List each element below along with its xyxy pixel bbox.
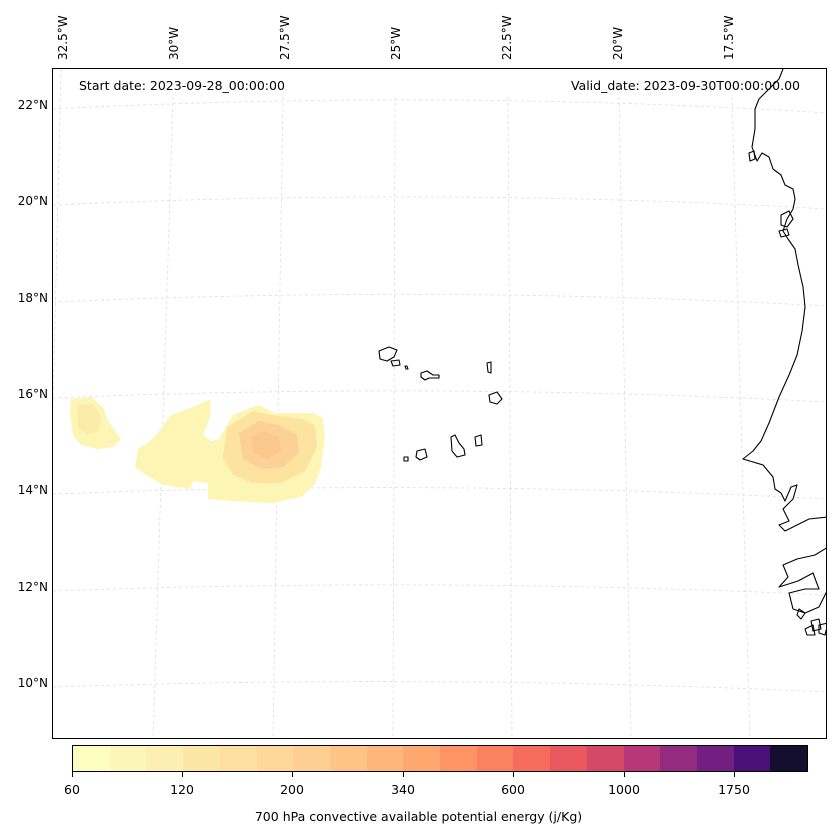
meridian-25w — [392, 96, 396, 738]
start-date-label: Start date: 2023-09-28_00:00:00 — [79, 78, 285, 93]
colorbar-segment-5 — [256, 746, 294, 771]
colorbar-tick-60 — [72, 772, 73, 777]
parallel-22n — [53, 99, 826, 114]
lon-label-22-5w: 22.5°W — [500, 15, 514, 60]
colorbar-label-600: 600 — [501, 782, 525, 797]
parallel-16n — [53, 390, 826, 403]
colorbar-segment-15 — [623, 746, 661, 771]
map-canvas — [53, 69, 826, 738]
colorbar-label-1000: 1000 — [608, 782, 640, 797]
parallel-12n — [53, 584, 826, 596]
colorbar-title: 700 hPa convective available potential e… — [254, 809, 583, 824]
meridian-27-5w — [272, 96, 284, 738]
colorbar-segment-2 — [146, 746, 184, 771]
lat-label-10n: 10°N — [17, 676, 48, 690]
bissagos-1 — [796, 608, 806, 620]
lat-label-20n: 20°N — [17, 194, 48, 208]
colorbar-segment-11 — [476, 746, 514, 771]
cape-verde-maio — [474, 434, 483, 447]
meridian-32-5w — [53, 69, 62, 422]
meridian-20w — [618, 96, 632, 738]
colorbar-label-60: 60 — [64, 782, 80, 797]
cape-blob-west-inner — [77, 404, 101, 435]
cape-blob-peak — [251, 431, 281, 459]
colorbar-segment-9 — [403, 746, 441, 771]
lon-label-30w: 30°W — [167, 26, 181, 60]
lon-label-20w: 20°W — [611, 26, 625, 60]
lon-label-32-5w: 32.5°W — [56, 15, 70, 60]
africa-coast-north — [742, 69, 826, 532]
cape-verde-sao-vicente — [390, 359, 401, 367]
colorbar-label-340: 340 — [391, 782, 415, 797]
cape-verde-santo-antao — [378, 346, 398, 362]
colorbar-segment-18 — [733, 746, 771, 771]
parallel-14n — [53, 487, 826, 500]
lat-label-12n: 12°N — [17, 580, 48, 594]
cape-verde-santiago — [450, 434, 466, 458]
graticule — [53, 69, 826, 738]
lat-label-18n: 18°N — [17, 291, 48, 305]
lon-label-27-5w: 27.5°W — [278, 15, 292, 60]
colorbar-segment-19 — [770, 746, 808, 771]
meridian-17-5w — [731, 96, 751, 738]
colorbar-segment-3 — [183, 746, 220, 771]
cape-verde-sal — [486, 361, 492, 374]
lat-label-16n: 16°N — [17, 387, 48, 401]
coastlines — [378, 69, 826, 636]
colorbar-segment-6 — [293, 746, 330, 771]
colorbar-segment-4 — [219, 746, 257, 771]
lat-label-14n: 14°N — [17, 483, 48, 497]
colorbar-segment-1 — [109, 746, 147, 771]
colorbar-segment-7 — [329, 746, 367, 771]
map-panel[interactable] — [52, 68, 827, 739]
colorbar-segment-14 — [586, 746, 624, 771]
colorbar-tick-600 — [513, 772, 514, 777]
meridian-30w — [152, 96, 174, 738]
lon-label-17-5w: 17.5°W — [722, 15, 736, 60]
colorbar-segment-17 — [696, 746, 734, 771]
canary-island-2 — [780, 210, 794, 228]
bissagos-4 — [818, 622, 826, 636]
bissagos-2 — [810, 618, 822, 632]
cape-verde-sao-nicolau — [420, 370, 440, 381]
canary-island-3 — [778, 228, 790, 238]
colorbar-segment-12 — [513, 746, 551, 771]
colorbar-tick-340 — [403, 772, 404, 777]
valid-date-label: Valid_date: 2023-09-30T00:00:00.00 — [570, 78, 800, 93]
colorbar-tick-200 — [292, 772, 293, 777]
parallel-18n — [53, 294, 826, 307]
colorbar-tick-120 — [182, 772, 183, 777]
parallel-20n — [53, 196, 826, 210]
canary-island-1 — [748, 150, 756, 162]
colorbar-segment-0 — [73, 746, 110, 771]
colorbar-tick-1750 — [734, 772, 735, 777]
cape-verde-boa-vista — [488, 391, 503, 405]
colorbar — [72, 745, 808, 772]
bissagos-3 — [804, 624, 816, 636]
colorbar-segment-16 — [660, 746, 697, 771]
cape-field — [70, 397, 325, 503]
colorbar-label-120: 120 — [170, 782, 194, 797]
parallel-10n — [53, 681, 826, 693]
cape-verde-santa-luzia — [404, 365, 409, 370]
africa-coast-south — [778, 547, 826, 614]
meridian-22-5w — [507, 96, 513, 738]
colorbar-segment-10 — [440, 746, 477, 771]
lon-label-25w: 25°W — [389, 26, 403, 60]
cape-verde-brava — [403, 456, 409, 462]
cape-verde-fogo — [415, 448, 428, 461]
colorbar-label-200: 200 — [280, 782, 304, 797]
colorbar-tick-1000 — [624, 772, 625, 777]
lat-label-22n: 22°N — [17, 98, 48, 112]
colorbar-segment-8 — [366, 746, 404, 771]
colorbar-label-1750: 1750 — [718, 782, 750, 797]
colorbar-segment-13 — [550, 746, 587, 771]
